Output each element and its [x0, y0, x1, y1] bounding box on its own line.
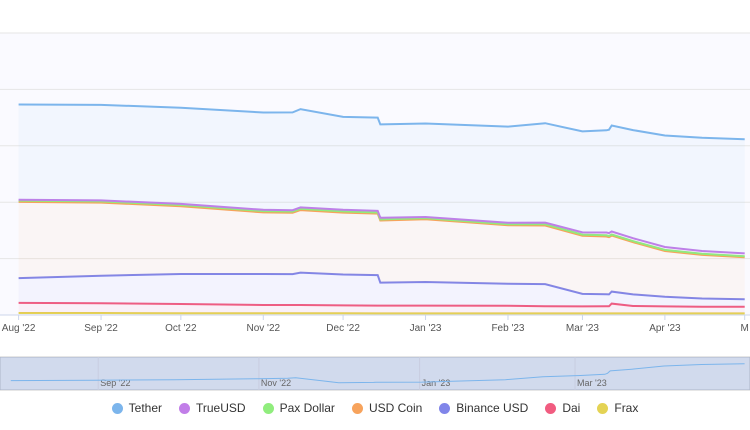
legend: Tether TrueUSD Pax Dollar USD Coin Binance U…	[0, 398, 750, 418]
navigator-tick-label: Mar '23	[577, 378, 607, 388]
series-line-trueusd[interactable]	[18, 198, 745, 255]
x-tick-label: Nov '22	[247, 323, 281, 334]
area-trueusd	[18, 199, 745, 257]
x-tick-label: Oct '22	[165, 323, 197, 334]
x-tick-label: M	[741, 323, 749, 334]
navigator-series-line	[10, 363, 745, 384]
x-tick-label: Mar '23	[566, 323, 599, 334]
area-dai	[18, 302, 745, 314]
legend-item-frax[interactable]: Frax	[597, 401, 638, 415]
series-line-usd-coin[interactable]	[18, 200, 745, 259]
area-usd-coin	[18, 201, 745, 300]
legend-label: Dai	[562, 401, 581, 415]
navigator-tick-label: Sep '22	[100, 378, 130, 388]
legend-item-binance-usd[interactable]: Binance USD	[439, 401, 528, 415]
legend-marker-icon	[262, 402, 274, 414]
legend-marker-icon	[545, 402, 557, 414]
navigator[interactable]: Sep '22 Nov '22 Jan '23 Mar '23	[0, 356, 750, 391]
legend-item-usd-coin[interactable]: USD Coin	[351, 401, 423, 415]
legend-marker-icon	[111, 402, 123, 414]
legend-item-trueusd[interactable]: TrueUSD	[179, 401, 246, 415]
legend-marker-icon	[179, 402, 190, 414]
navigator-grid: Sep '22 Nov '22 Jan '23 Mar '23	[97, 357, 607, 390]
legend-marker-icon	[439, 402, 451, 414]
x-tick-label: Sep '22	[84, 323, 118, 334]
series-line-binance-usd[interactable]	[18, 271, 745, 301]
navigator-tick-label: Jan '23	[422, 378, 451, 388]
legend-item-pax-dollar[interactable]: Pax Dollar	[262, 401, 335, 415]
series-line-tether[interactable]	[18, 103, 745, 141]
legend-marker-icon	[351, 402, 363, 414]
area-binance-usd	[18, 272, 745, 307]
plot-background	[0, 33, 750, 315]
legend-label: Tether	[128, 401, 162, 415]
legend-label: Binance USD	[456, 401, 529, 415]
x-tick-label: Apr '23	[649, 323, 681, 334]
legend-label: Frax	[614, 401, 639, 415]
legend-label: Pax Dollar	[279, 401, 335, 415]
series-line-dai[interactable]	[18, 301, 745, 308]
x-tick-label: Aug '22	[2, 323, 36, 334]
legend-label: TrueUSD	[196, 401, 246, 415]
x-axis-ticks: Aug '22 Sep '22 Oct '22 Nov '22 Dec '22 Jan '…	[2, 315, 749, 334]
series-areas	[18, 103, 745, 315]
x-tick-label: Feb '23	[491, 323, 524, 334]
legend-label: USD Coin	[368, 401, 423, 415]
navigator-tick-label: Nov '22	[261, 378, 291, 388]
legend-marker-icon	[597, 402, 609, 414]
legend-item-tether[interactable]: Tether	[111, 401, 162, 415]
legend-item-dai[interactable]: Dai	[545, 401, 580, 415]
navigator-background	[0, 356, 750, 391]
area-tether	[18, 104, 745, 254]
navigator-selected-range[interactable]	[0, 357, 750, 390]
series-line-pax-dollar[interactable]	[18, 199, 745, 258]
x-tick-label: Dec '22	[326, 323, 360, 334]
x-tick-label: Jan '23	[410, 323, 442, 334]
